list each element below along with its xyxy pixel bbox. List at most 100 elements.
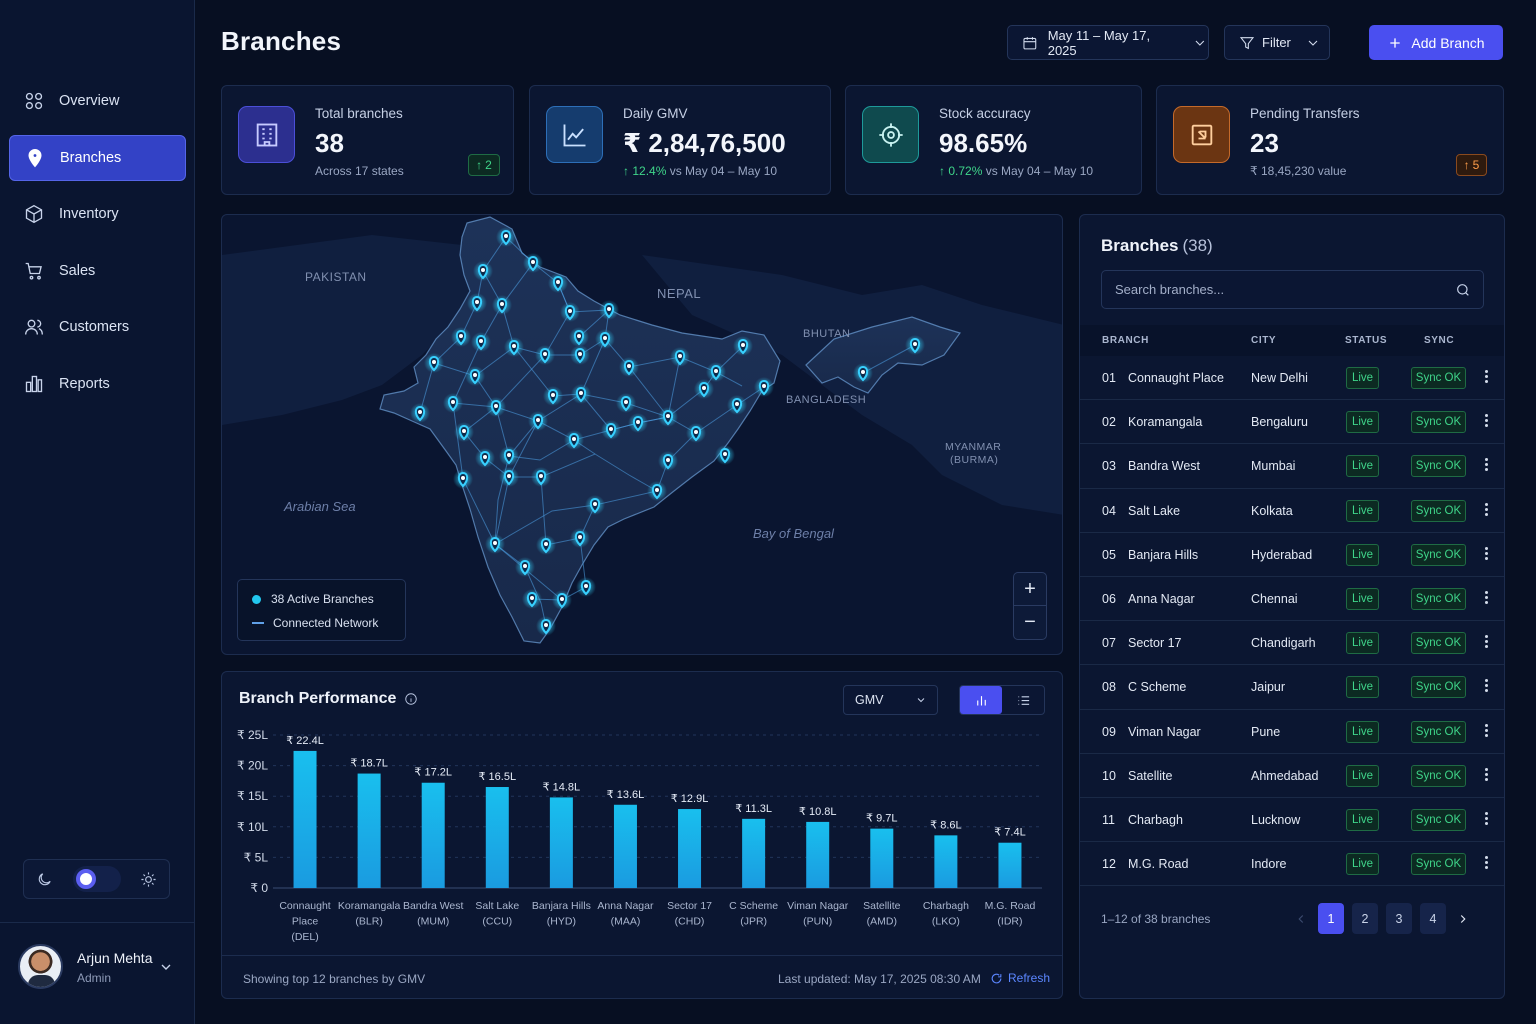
- bar-chart: ₹ 0 ₹ 5L ₹ 10L ₹ 15L ₹ 20L ₹ 25L ₹ 22.4L Connau…: [237, 728, 1042, 943]
- page-button[interactable]: 4: [1420, 903, 1446, 934]
- y-tick-label: ₹ 15L: [237, 789, 268, 803]
- branch-name[interactable]: Anna Nagar: [1128, 591, 1195, 606]
- branch-map[interactable]: PAKISTAN NEPAL BHUTAN BANGLADESH MYANMAR…: [221, 214, 1063, 655]
- chevron-down-icon: [917, 698, 925, 703]
- table-row[interactable]: 04 Salt Lake Kolkata Live Sync OK: [1080, 489, 1504, 533]
- table-row[interactable]: 03 Bandra West Mumbai Live Sync OK: [1080, 444, 1504, 489]
- branch-pin-dot: [655, 488, 659, 492]
- next-page-button[interactable]: [1454, 903, 1472, 934]
- branch-name[interactable]: Salt Lake: [1128, 503, 1181, 518]
- chevron-down-icon: [1308, 40, 1318, 46]
- search-icon[interactable]: [1455, 282, 1471, 298]
- info-icon[interactable]: [404, 692, 418, 706]
- branch-name[interactable]: C Scheme: [1128, 680, 1187, 695]
- more-options-icon[interactable]: [1478, 722, 1494, 742]
- branch-name[interactable]: Satellite: [1128, 768, 1173, 783]
- branch-pin-dot: [539, 474, 543, 478]
- column-header[interactable]: STATUS: [1345, 335, 1388, 346]
- row-number: 02: [1102, 415, 1116, 430]
- table-row[interactable]: 12 M.G. Road Indore Live Sync OK: [1080, 842, 1504, 887]
- branch-name[interactable]: Connaught Place: [1128, 371, 1224, 385]
- more-options-icon[interactable]: [1478, 456, 1494, 476]
- column-header[interactable]: SYNC: [1424, 335, 1455, 346]
- page-button[interactable]: 3: [1386, 903, 1412, 934]
- map-label-sea: Bay of Bengal: [753, 526, 834, 541]
- delta-badge: ↑ 5: [1456, 154, 1487, 176]
- date-range-button[interactable]: May 11 – May 17, 2025: [1007, 25, 1209, 60]
- branch-pin-dot: [578, 352, 582, 356]
- zoom-out-button[interactable]: −: [1024, 611, 1036, 633]
- row-number: 03: [1102, 459, 1116, 474]
- metric-select[interactable]: GMV: [843, 685, 938, 715]
- bar-value-label: ₹ 14.8L: [543, 781, 581, 793]
- more-options-icon[interactable]: [1478, 854, 1494, 874]
- y-tick-label: ₹ 10L: [237, 820, 268, 834]
- table-row[interactable]: 07 Sector 17 Chandigarh Live Sync OK: [1080, 621, 1504, 666]
- sidebar-item-branches[interactable]: Branches: [9, 134, 186, 181]
- chevron-down-icon[interactable]: [158, 959, 174, 975]
- sidebar-item-customers[interactable]: Customers: [9, 304, 186, 350]
- more-options-icon[interactable]: [1478, 589, 1494, 609]
- user-menu[interactable]: Arjun Mehta Admin: [0, 922, 194, 1024]
- sidebar-item-overview[interactable]: Overview: [9, 78, 186, 124]
- branch-name[interactable]: Koramangala: [1128, 415, 1203, 430]
- bar: [357, 773, 381, 888]
- branch-pin-dot: [603, 336, 607, 340]
- bar-value-label: ₹ 8.6L: [930, 819, 961, 831]
- sun-icon[interactable]: [140, 871, 157, 888]
- sidebar-item-reports[interactable]: Reports: [9, 361, 186, 407]
- pagination-range: 1–12 of 38 branches: [1101, 912, 1211, 926]
- city-name: Bengaluru: [1251, 415, 1308, 430]
- branch-name[interactable]: Banjara Hills: [1128, 547, 1199, 562]
- table-row[interactable]: 10 Satellite Ahmedabad Live Sync OK: [1080, 754, 1504, 798]
- search-input[interactable]: [1115, 282, 1445, 297]
- table-row[interactable]: 01 Connaught Place New Delhi Live Sync OK: [1080, 356, 1504, 401]
- filter-button[interactable]: Filter: [1224, 25, 1330, 60]
- table-row[interactable]: 05 Banjara Hills Hyderabad Live Sync OK: [1080, 533, 1504, 577]
- branch-pin-dot: [500, 302, 504, 306]
- more-options-icon[interactable]: [1478, 633, 1494, 653]
- more-options-icon[interactable]: [1478, 412, 1494, 432]
- branch-name[interactable]: Sector 17: [1128, 636, 1182, 651]
- branch-name[interactable]: Viman Nagar: [1128, 724, 1201, 739]
- more-options-icon[interactable]: [1478, 810, 1494, 830]
- column-header[interactable]: CITY: [1251, 335, 1277, 346]
- stat-sub: ↑ 0.72% vs May 04 – May 10: [939, 164, 1094, 178]
- refresh-button[interactable]: Refresh: [990, 971, 1050, 985]
- last-updated: Last updated: May 17, 2025 08:30 AM: [778, 972, 981, 986]
- column-header[interactable]: BRANCH: [1102, 335, 1149, 346]
- city-name: Mumbai: [1251, 459, 1296, 474]
- page-button[interactable]: 2: [1352, 903, 1378, 934]
- moon-icon[interactable]: [36, 871, 53, 888]
- theme-switch[interactable]: [72, 866, 121, 892]
- branch-pin-dot: [531, 260, 535, 264]
- bar: [549, 797, 573, 888]
- chart-view-button[interactable]: [960, 686, 1002, 714]
- sync-badge: Sync OK: [1411, 808, 1466, 831]
- branch-pin-dot: [479, 339, 483, 343]
- row-number: 12: [1102, 857, 1116, 872]
- add-branch-button[interactable]: Add Branch: [1369, 25, 1503, 60]
- branch-name[interactable]: Bandra West: [1128, 459, 1201, 474]
- table-row[interactable]: 02 Koramangala Bengaluru Live Sync OK: [1080, 400, 1504, 445]
- more-options-icon[interactable]: [1478, 501, 1494, 521]
- prev-page-button[interactable]: [1292, 903, 1310, 934]
- table-row[interactable]: 08 C Scheme Jaipur Live Sync OK: [1080, 665, 1504, 710]
- table-row[interactable]: 11 Charbagh Lucknow Live Sync OK: [1080, 798, 1504, 843]
- branch-name[interactable]: M.G. Road: [1128, 857, 1189, 872]
- table-row[interactable]: 09 Viman Nagar Pune Live Sync OK: [1080, 710, 1504, 754]
- branch-pin-dot: [536, 418, 540, 422]
- branch-pin-dot: [418, 410, 422, 414]
- page-button[interactable]: 1: [1318, 903, 1344, 934]
- more-options-icon[interactable]: [1478, 766, 1494, 786]
- sync-badge: Sync OK: [1411, 411, 1466, 434]
- list-view-button[interactable]: [1002, 686, 1044, 714]
- more-options-icon[interactable]: [1478, 368, 1494, 388]
- table-row[interactable]: 06 Anna Nagar Chennai Live Sync OK: [1080, 577, 1504, 622]
- more-options-icon[interactable]: [1478, 677, 1494, 697]
- sidebar-item-sales[interactable]: Sales: [9, 248, 186, 294]
- sidebar-item-inventory[interactable]: Inventory: [9, 191, 186, 237]
- zoom-in-button[interactable]: +: [1014, 573, 1046, 606]
- branch-name[interactable]: Charbagh: [1128, 812, 1183, 827]
- more-options-icon[interactable]: [1478, 545, 1494, 565]
